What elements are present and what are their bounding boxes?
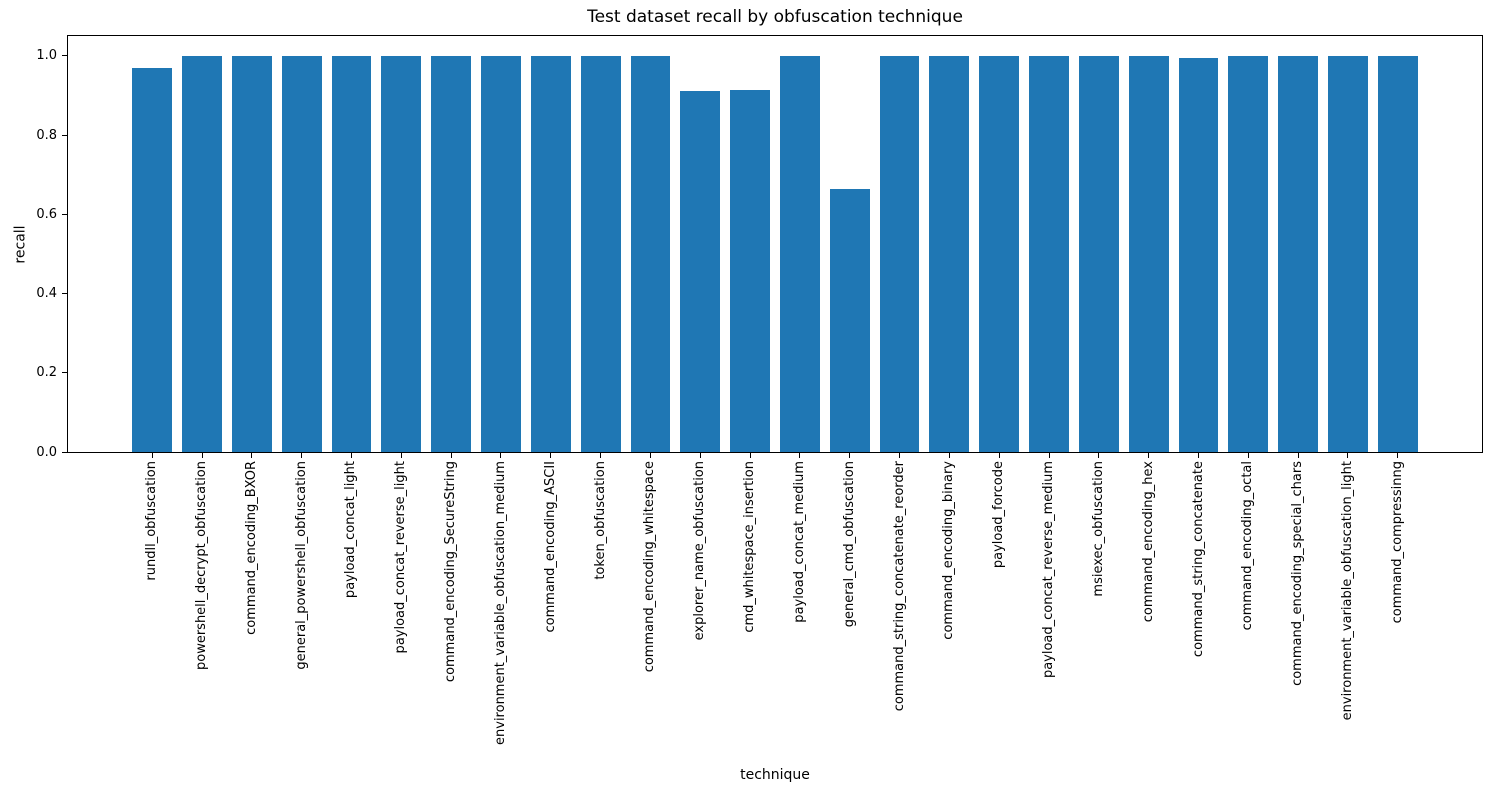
- y-tick-mark: [62, 293, 67, 295]
- y-tick-mark: [62, 55, 67, 57]
- bar-command_encoding_SecureString: [431, 55, 472, 452]
- x-tick-mark: [500, 453, 502, 458]
- y-tick-mark: [62, 451, 67, 453]
- x-tick-label: payload_forcode: [991, 461, 1007, 569]
- x-tick-label: token_obfuscation: [592, 461, 608, 580]
- bar-command_encoding_octal: [1228, 55, 1269, 452]
- x-tick-label: command_encoding_SecureString: [443, 461, 459, 683]
- bar-command_encoding_ASCII: [530, 55, 571, 452]
- bar-token_obfuscation: [580, 55, 621, 452]
- x-tick-mark: [1297, 453, 1299, 458]
- y-tick-mark: [62, 134, 67, 136]
- x-tick-label: explorer_name_obfuscation: [692, 461, 708, 641]
- x-tick-label: command_encoding_octal: [1240, 461, 1256, 631]
- x-tick-mark: [899, 453, 901, 458]
- y-tick-label: 0.0: [36, 444, 57, 460]
- bar-environment_variable_obfuscation_medium: [481, 55, 521, 452]
- x-tick-label: command_compressinng: [1389, 461, 1405, 624]
- x-tick-mark: [350, 453, 352, 458]
- x-tick-label: command_string_concatenate_reorder: [891, 461, 907, 712]
- y-tick-label: 1.0: [36, 48, 57, 64]
- x-tick-mark: [201, 453, 203, 458]
- x-tick-label: command_encoding_hex: [1140, 461, 1156, 623]
- x-tick-mark: [450, 453, 452, 458]
- x-tick-label: command_encoding_special_chars: [1290, 461, 1306, 686]
- x-tick-mark: [1397, 453, 1399, 458]
- bar-powershell_decrypt_obfuscation: [182, 55, 222, 452]
- plot-area: [67, 35, 1483, 453]
- y-tick-mark: [62, 213, 67, 215]
- y-axis-label: recall: [12, 225, 29, 264]
- x-tick-mark: [1148, 453, 1150, 458]
- bar-payload_concat_reverse_light: [381, 55, 422, 452]
- x-tick-mark: [251, 453, 253, 458]
- bar-payload_concat_medium: [779, 55, 820, 452]
- x-tick-label: powershell_decrypt_obfuscation: [194, 461, 210, 671]
- bar-command_string_concatenate: [1178, 57, 1219, 452]
- y-tick-label: 0.2: [36, 365, 57, 381]
- x-tick-label: environment_variable_obfuscation_medium: [492, 461, 508, 745]
- x-tick-mark: [301, 453, 303, 458]
- bar-general_powershell_obfuscation: [281, 55, 322, 452]
- x-tick-label: environment_variable_obfuscation_light: [1339, 461, 1355, 721]
- x-tick-mark: [699, 453, 701, 458]
- y-tick-label: 0.6: [36, 206, 57, 222]
- bar-cmd_whitespace_insertion: [730, 89, 770, 452]
- x-tick-mark: [1048, 453, 1050, 458]
- x-tick-label: command_encoding_ASCII: [542, 461, 558, 633]
- x-tick-label: command_encoding_BXOR: [243, 461, 259, 635]
- x-tick-mark: [649, 453, 651, 458]
- x-tick-mark: [550, 453, 552, 458]
- x-tick-mark: [1247, 453, 1249, 458]
- bar-command_encoding_binary: [929, 55, 970, 452]
- bar-msiexec_obfuscation: [1078, 55, 1119, 452]
- x-tick-label: payload_concat_reverse_medium: [1041, 461, 1057, 679]
- bar-general_cmd_obfuscation: [829, 188, 870, 452]
- bar-explorer_name_obfuscation: [680, 91, 721, 452]
- x-tick-label: rundll_obfuscation: [144, 461, 160, 581]
- x-axis-label: technique: [740, 767, 810, 783]
- bar-rundll_obfuscation: [132, 67, 173, 452]
- x-tick-label: payload_concat_medium: [791, 461, 807, 623]
- x-tick-mark: [948, 453, 950, 458]
- x-tick-mark: [849, 453, 851, 458]
- x-tick-label: command_string_concatenate: [1190, 461, 1206, 658]
- x-tick-label: payload_concat_light: [343, 461, 359, 599]
- x-tick-label: command_encoding_binary: [941, 461, 957, 640]
- bar-payload_concat_reverse_medium: [1029, 55, 1069, 452]
- bar-environment_variable_obfuscation_light: [1328, 55, 1368, 452]
- y-tick-mark: [62, 372, 67, 374]
- x-tick-mark: [600, 453, 602, 458]
- chart-title: Test dataset recall by obfuscation techn…: [587, 7, 963, 27]
- x-tick-mark: [749, 453, 751, 458]
- x-tick-label: general_cmd_obfuscation: [841, 461, 857, 628]
- x-tick-mark: [1198, 453, 1199, 458]
- bar-payload_forcode: [979, 55, 1020, 452]
- x-tick-label: general_powershell_obfuscation: [293, 461, 309, 670]
- y-tick-label: 0.8: [36, 127, 57, 143]
- x-tick-mark: [151, 453, 153, 458]
- bar-command_encoding_special_chars: [1278, 55, 1319, 452]
- x-tick-mark: [799, 453, 801, 458]
- x-tick-mark: [1098, 453, 1100, 458]
- x-tick-mark: [400, 453, 402, 458]
- x-tick-label: msiexec_obfuscation: [1090, 461, 1106, 597]
- x-tick-mark: [1347, 453, 1349, 458]
- bar-command_encoding_BXOR: [231, 55, 272, 452]
- bar-command_encoding_whitespace: [630, 55, 671, 452]
- x-tick-label: command_encoding_whitespace: [642, 461, 658, 673]
- bar-command_encoding_hex: [1128, 55, 1169, 452]
- x-tick-label: cmd_whitespace_insertion: [742, 461, 758, 633]
- bar-payload_concat_light: [331, 55, 372, 452]
- x-tick-mark: [998, 453, 1000, 458]
- x-tick-label: payload_concat_reverse_light: [393, 461, 409, 654]
- bar-command_string_concatenate_reorder: [879, 55, 920, 452]
- y-tick-label: 0.4: [36, 286, 57, 302]
- bar-command_compressinng: [1377, 55, 1418, 452]
